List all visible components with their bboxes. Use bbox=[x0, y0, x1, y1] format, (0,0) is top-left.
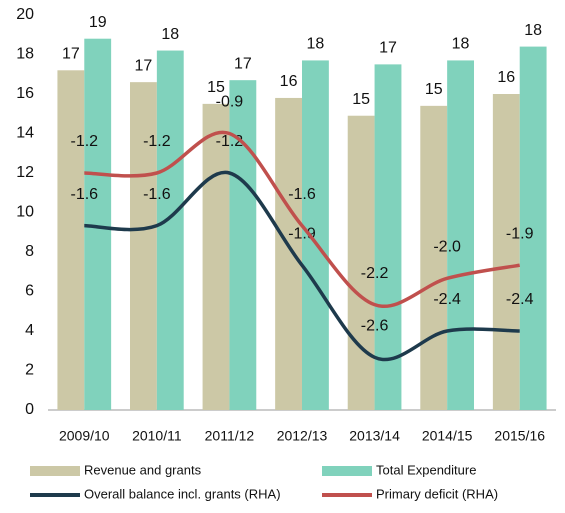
bar bbox=[374, 64, 402, 410]
legend-label: Total Expenditure bbox=[376, 462, 476, 477]
y-tick-label: 10 bbox=[16, 204, 34, 221]
legend-label: Primary deficit (RHA) bbox=[376, 486, 498, 501]
bar bbox=[275, 97, 302, 410]
bar-label: 17 bbox=[62, 46, 80, 63]
line-label: -2.4 bbox=[506, 291, 534, 308]
bar bbox=[420, 105, 448, 410]
bar-label: 18 bbox=[307, 36, 325, 53]
bar-label: 17 bbox=[135, 57, 153, 74]
y-tick-label: 4 bbox=[25, 322, 34, 339]
legend-swatch bbox=[30, 466, 80, 476]
line-label: -1.9 bbox=[288, 225, 316, 242]
line-label: -1.6 bbox=[288, 186, 316, 203]
bar bbox=[229, 80, 257, 411]
bar bbox=[202, 103, 230, 410]
line-label: -2.6 bbox=[361, 318, 389, 335]
bar bbox=[519, 46, 547, 410]
y-tick-label: 8 bbox=[25, 243, 34, 260]
x-tick-label: 2013/14 bbox=[349, 428, 400, 444]
bar-label: 19 bbox=[89, 14, 107, 31]
line bbox=[84, 130, 521, 308]
line-label: -2.4 bbox=[433, 291, 461, 308]
line-label: -2.0 bbox=[433, 239, 461, 256]
y-tick-label: 0 bbox=[25, 401, 34, 418]
bar bbox=[130, 82, 157, 411]
bar bbox=[492, 94, 520, 410]
bar-label: 17 bbox=[379, 40, 397, 57]
x-tick-label: 2010/11 bbox=[132, 428, 182, 444]
legend-label: Revenue and grants bbox=[84, 462, 202, 477]
line-label: -2.2 bbox=[361, 265, 389, 282]
x-tick-label: 2014/15 bbox=[422, 428, 473, 444]
y-tick-label: 18 bbox=[16, 46, 34, 63]
x-tick-label: 2011/12 bbox=[205, 428, 255, 444]
bar bbox=[447, 60, 474, 411]
line-label: -1.2 bbox=[70, 133, 98, 150]
x-tick-label: 2012/13 bbox=[277, 428, 328, 444]
legend-label: Overall balance incl. grants (RHA) bbox=[84, 486, 281, 501]
bar-label: 18 bbox=[524, 22, 542, 39]
bar-label: 15 bbox=[207, 79, 225, 96]
bar bbox=[302, 60, 329, 411]
line-label: -0.9 bbox=[216, 94, 244, 111]
y-tick-label: 20 bbox=[16, 6, 34, 23]
y-tick-label: 12 bbox=[16, 164, 34, 181]
bar-label: 16 bbox=[497, 69, 515, 86]
bar-label: 15 bbox=[352, 91, 370, 108]
y-tick-label: 14 bbox=[16, 125, 34, 142]
x-tick-label: 2015/16 bbox=[494, 428, 545, 444]
line-label: -1.6 bbox=[143, 186, 171, 203]
y-tick-label: 16 bbox=[16, 85, 34, 102]
y-tick-label: 6 bbox=[25, 283, 34, 300]
line-label: -1.2 bbox=[216, 133, 244, 150]
bar-label: 18 bbox=[161, 26, 179, 43]
y-tick-label: 2 bbox=[25, 362, 34, 379]
bar bbox=[156, 50, 184, 411]
x-tick-label: 2009/10 bbox=[59, 428, 110, 444]
bar-label: 18 bbox=[452, 36, 470, 53]
bar-label: 17 bbox=[234, 55, 252, 72]
bar bbox=[347, 115, 375, 410]
line-label: -1.6 bbox=[70, 186, 98, 203]
bar bbox=[57, 70, 85, 411]
bar-label: 16 bbox=[280, 73, 298, 90]
line bbox=[84, 170, 520, 362]
line-label: -1.2 bbox=[143, 133, 171, 150]
bar-label: 15 bbox=[425, 81, 443, 98]
legend-swatch bbox=[322, 466, 372, 476]
line-label: -1.9 bbox=[506, 225, 534, 242]
